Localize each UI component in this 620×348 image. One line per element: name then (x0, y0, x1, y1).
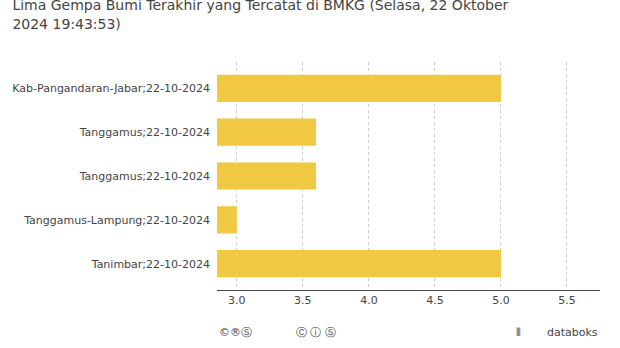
svg-text:5.0: 5.0 (492, 294, 510, 307)
svg-text:5.5: 5.5 (558, 294, 576, 307)
svg-text:databoks: databoks (547, 326, 598, 339)
svg-text:4.5: 4.5 (426, 294, 444, 307)
svg-text:4.0: 4.0 (360, 294, 378, 307)
svg-text:Tanggamus;22-10-2024: Tanggamus;22-10-2024 (79, 170, 210, 183)
svg-text:Kab-Pangandaran-Jabar;22-10-20: Kab-Pangandaran-Jabar;22-10-2024 (12, 82, 210, 95)
svg-text:Ⓒ ⓘ Ⓢ: Ⓒ ⓘ Ⓢ (296, 326, 336, 339)
svg-text:Tanimbar;22-10-2024: Tanimbar;22-10-2024 (91, 258, 210, 271)
svg-text:©®Ⓢ: ©®Ⓢ (219, 326, 252, 339)
svg-text:⦀: ⦀ (516, 326, 521, 339)
svg-text:Tanggamus-Lampung;22-10-2024: Tanggamus-Lampung;22-10-2024 (23, 214, 210, 227)
svg-text:Lima Gempa Bumi Terakhir yang: Lima Gempa Bumi Terakhir yang Tercatat d… (12, 0, 508, 32)
svg-text:Tanggamus;22-10-2024: Tanggamus;22-10-2024 (79, 126, 210, 139)
svg-text:3.5: 3.5 (294, 294, 312, 307)
svg-text:3.0: 3.0 (228, 294, 246, 307)
